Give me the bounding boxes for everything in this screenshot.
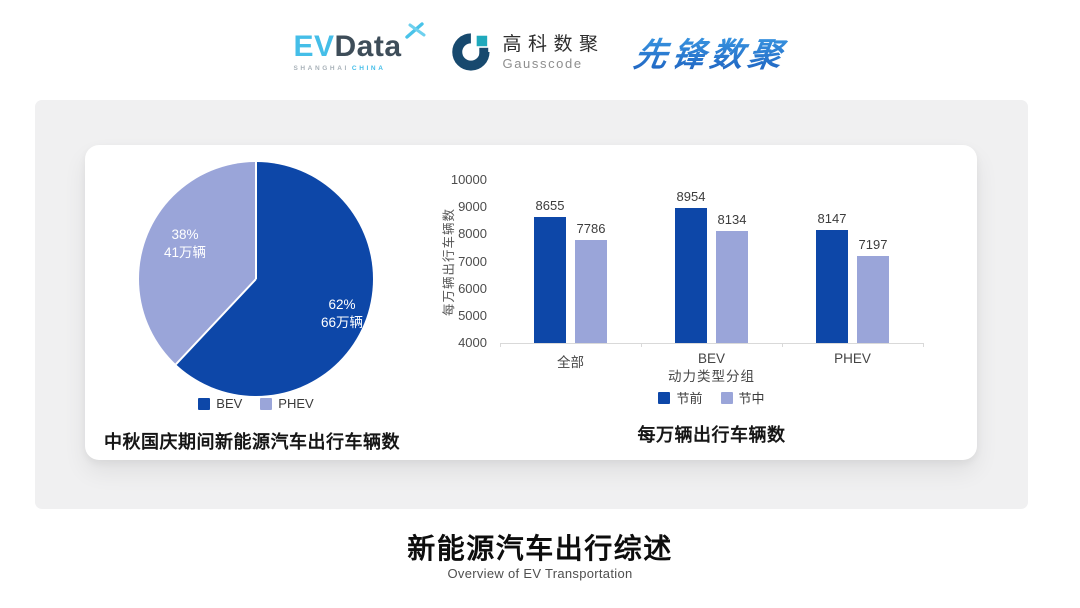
pie-chart	[139, 162, 373, 396]
legend-item: 节前	[658, 388, 703, 407]
bar	[575, 240, 607, 343]
y-axis-tick: 9000	[458, 199, 487, 215]
bar	[534, 216, 566, 343]
y-axis-tick: 10000	[450, 172, 487, 187]
charts-card: 38% 41万辆 62% 66万辆 BEV PHEV 中秋国庆期间新能源汽车出行车…	[85, 145, 977, 460]
y-axis-tick: 4000	[458, 335, 487, 350]
evdata-subtitle: SHANGHAI CHINA	[293, 65, 386, 72]
bar-column: 8134	[716, 212, 748, 343]
page-title: 新能源汽车出行综述	[407, 533, 673, 564]
bar	[675, 208, 707, 343]
legend-item: 节中	[720, 388, 765, 407]
phev-percent: 38%	[171, 227, 199, 242]
pie-slice-divider	[255, 162, 257, 279]
bar-value-label: 8134	[717, 211, 747, 227]
bar-value-label: 8954	[676, 189, 706, 205]
legend-label: PHEV	[278, 396, 314, 411]
x-axis-tick-mark	[500, 343, 501, 347]
bar-value-label: 8147	[817, 211, 847, 227]
bar-value-label: 7786	[576, 221, 606, 237]
category-label: 全部	[557, 355, 584, 370]
gausscode-g-icon	[451, 33, 490, 71]
legend-swatch	[260, 397, 273, 410]
gausscode-text: 高科数聚 Gausscode	[503, 34, 605, 71]
category-label: PHEV	[834, 351, 871, 366]
bev-percent: 62%	[328, 297, 356, 312]
bar-group: 8655 7786 全部	[500, 180, 641, 370]
y-axis-tick: 7000	[458, 253, 487, 269]
legend-item: PHEV	[260, 396, 314, 411]
y-axis-tick: 5000	[458, 307, 487, 323]
gausscode-en: Gausscode	[502, 55, 583, 71]
legend-label: BEV	[216, 396, 243, 411]
bar-column: 8655	[534, 198, 566, 343]
evdata-wordmark: EVData	[293, 22, 426, 63]
page-subtitle: Overview of EV Transportation	[447, 566, 633, 581]
bar-value-label: 7197	[858, 237, 888, 253]
phev-value: 41万辆	[163, 245, 207, 261]
pie-legend: BEV PHEV	[139, 396, 373, 411]
logo-bar: EVData SHANGHAI CHINA 高科数聚 Gausscode 先锋数聚	[0, 18, 1080, 86]
legend-swatch	[658, 391, 671, 404]
gausscode-cn: 高科数聚	[502, 33, 605, 55]
gausscode-logo: 高科数聚 Gausscode	[451, 31, 605, 73]
bar-plot: 4000 5000 6000 7000 8000 9000 10000 8655 7786 全部 8…	[451, 173, 924, 370]
bar-value-label: 8655	[535, 197, 565, 213]
evdata-logo: EVData SHANGHAI CHINA	[293, 22, 426, 72]
content-panel: 38% 41万辆 62% 66万辆 BEV PHEV 中秋国庆期间新能源汽车出行车…	[35, 100, 1028, 509]
x-axis-tick-mark	[641, 343, 642, 347]
bev-value: 66万辆	[320, 315, 364, 331]
bar-legend: 节前 节中	[500, 388, 923, 407]
category-label: BEV	[697, 351, 725, 366]
bar	[857, 256, 889, 343]
bar	[716, 230, 748, 343]
bar-column: 7786	[575, 221, 607, 343]
legend-label: 节中	[738, 391, 765, 406]
bar-group: 8147 7197 PHEV	[782, 180, 923, 366]
bar-column: 8954	[675, 189, 707, 343]
evdata-data-text: Data	[334, 30, 402, 63]
evdata-ev-text: EV	[293, 30, 335, 63]
pie-title: 中秋国庆期间新能源汽车出行车辆数	[104, 432, 400, 452]
bar-group: 8954 8134 BEV	[641, 180, 782, 366]
legend-swatch	[198, 397, 211, 410]
pioneer-logo: 先锋数聚	[630, 28, 790, 76]
y-axis-tick: 6000	[458, 280, 487, 296]
y-axis-tick: 8000	[458, 226, 487, 242]
legend-item: BEV	[198, 396, 242, 411]
pie-label-bev: 62% 66万辆	[297, 296, 387, 332]
bar-column: 7197	[857, 237, 889, 343]
evdata-x-icon	[404, 22, 426, 39]
pie-slice-divider	[175, 278, 257, 365]
x-axis-tick-mark	[782, 343, 783, 347]
bar-x-axis-label: 动力类型分组	[668, 369, 755, 384]
bar	[816, 230, 848, 343]
bar-column: 8147	[816, 211, 848, 343]
legend-label: 节前	[676, 391, 703, 406]
x-axis-tick-mark	[923, 343, 924, 347]
legend-swatch	[720, 391, 733, 404]
pie-label-phev: 38% 41万辆	[145, 226, 225, 262]
bar-title: 每万辆出行车辆数	[637, 425, 786, 445]
